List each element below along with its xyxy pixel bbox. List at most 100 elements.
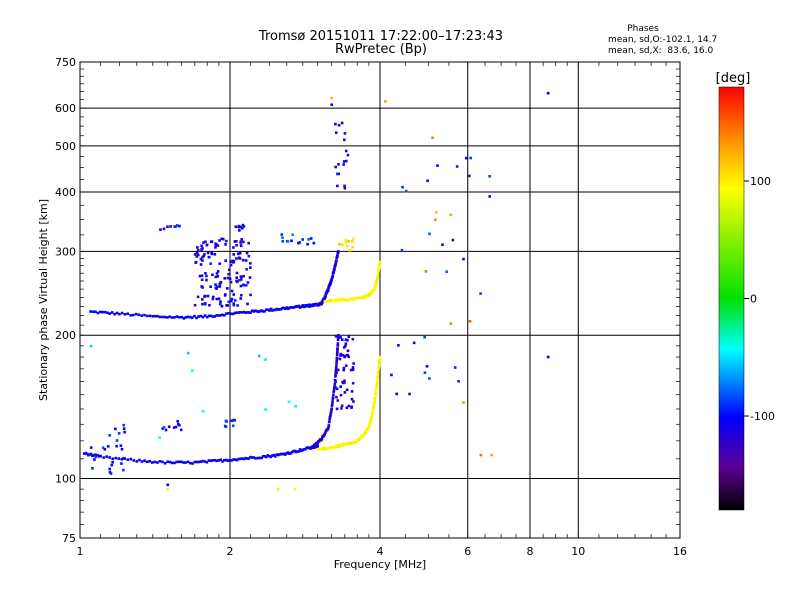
data-point [462,401,465,404]
data-point [464,156,468,160]
data-point [273,308,277,312]
data-point [335,256,339,259]
data-point [425,364,429,368]
data-point [329,413,332,416]
data-point [89,446,93,449]
data-point [205,278,208,282]
data-point [339,354,342,357]
data-point [345,406,349,409]
data-point [235,271,239,275]
data-point [333,446,337,450]
data-point [240,293,243,297]
data-point [201,255,204,259]
data-point [445,270,449,274]
data-point [272,453,276,457]
data-point [151,314,155,318]
data-point [336,172,339,176]
data-point [330,279,333,283]
data-point [89,452,93,456]
data-point [216,275,220,278]
data-point [195,460,199,464]
data-point [213,315,217,318]
data-point [145,460,149,464]
data-point [237,225,240,229]
x-axis-ticks: 1 2 4 6 8 10 16 [77,62,687,558]
data-point [179,428,183,432]
data-point [150,461,154,464]
data-point [115,311,119,315]
data-point [377,363,381,367]
data-point [140,314,143,317]
data-point [108,312,112,315]
phase-box-line-x: mean, sd,X: 83.6, 16.0 [608,46,714,56]
data-point [338,357,342,361]
data-point [344,238,348,242]
data-point [200,248,204,252]
data-point [182,461,185,464]
data-point [114,427,117,431]
data-point [200,274,204,278]
data-point [336,443,340,447]
data-point [184,461,188,464]
data-point [337,250,340,253]
data-point [230,297,234,301]
data-point [288,306,291,310]
data-point [244,259,248,262]
data-point [232,303,236,307]
data-point [327,427,330,430]
data-point [374,390,378,394]
data-point [281,236,284,239]
data-point [236,252,240,256]
data-point [335,352,339,355]
data-point [397,344,400,347]
data-point [373,287,377,291]
data-point [207,459,211,462]
data-point [341,444,344,447]
data-point [334,366,338,370]
data-point [288,452,291,455]
data-point [324,295,327,299]
x-axis-label: Frequency [MHz] [334,558,426,571]
data-point [431,136,434,140]
data-point [254,309,257,313]
data-point [191,316,194,319]
data-point [108,434,112,437]
data-point [350,406,353,409]
data-point [176,419,180,423]
data-point [226,276,230,280]
data-point [297,450,301,453]
data-point [488,195,491,198]
data-point [148,459,151,463]
data-point [292,449,295,453]
data-point [375,385,378,389]
data-point [370,291,374,294]
data-point [281,452,284,456]
grid-lines [80,62,680,538]
data-point [205,243,209,247]
data-point [91,310,95,313]
data-point [109,472,113,475]
data-point [170,461,174,465]
data-point [479,292,482,295]
data-point [264,455,268,459]
data-point [196,246,199,249]
data-point [108,456,111,459]
x-tick-label: 1 [77,545,84,558]
data-point [156,314,159,318]
data-point [242,457,246,461]
x-tick-label: 6 [464,545,471,558]
y-axis-label: Stationary phase Virtual Height [km] [37,199,50,401]
data-point [239,225,243,229]
data-point [330,404,334,408]
data-point [435,211,438,214]
data-point [111,457,114,461]
colorbar-tick-label: 0 [750,293,757,306]
data-point [345,159,348,163]
data-point [468,319,472,323]
phase-box-line-o: mean, sd,O:-102.1, 14.7 [608,35,717,45]
data-point [335,359,339,363]
data-point [276,308,280,311]
data-point [202,241,205,244]
data-point [126,312,130,316]
